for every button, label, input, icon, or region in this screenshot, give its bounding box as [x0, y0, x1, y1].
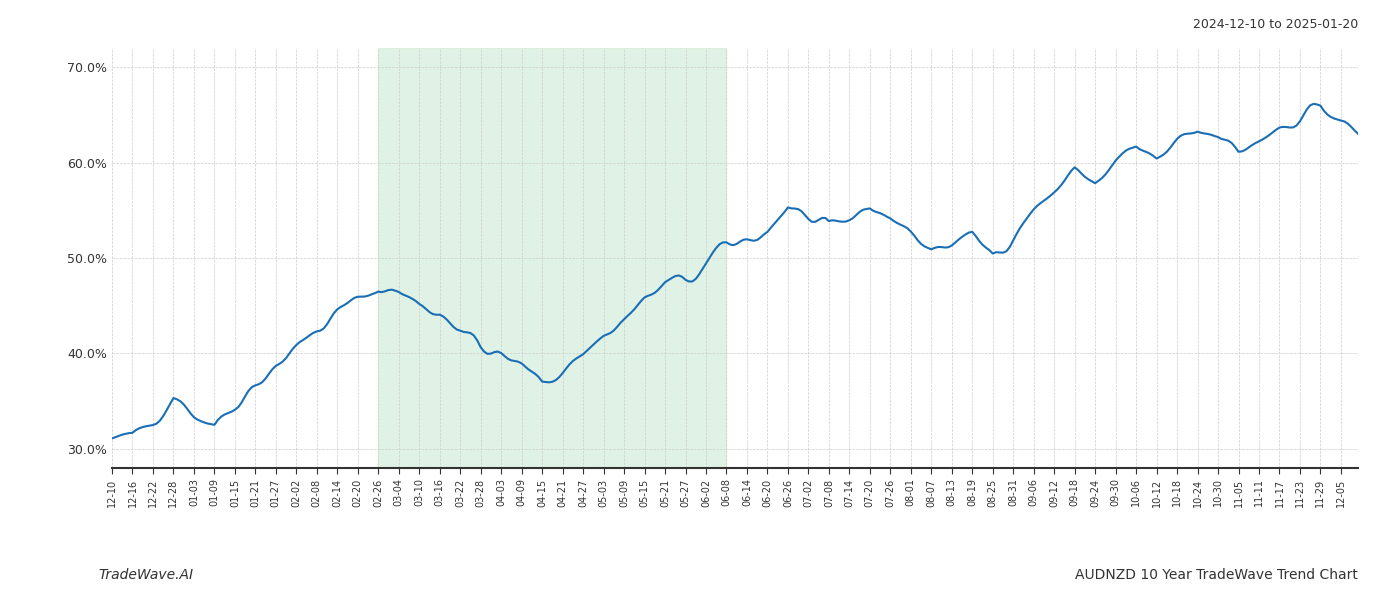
Bar: [378, 48, 727, 468]
Text: TradeWave.AI: TradeWave.AI: [98, 568, 193, 582]
Text: AUDNZD 10 Year TradeWave Trend Chart: AUDNZD 10 Year TradeWave Trend Chart: [1075, 568, 1358, 582]
Text: 2024-12-10 to 2025-01-20: 2024-12-10 to 2025-01-20: [1193, 18, 1358, 31]
